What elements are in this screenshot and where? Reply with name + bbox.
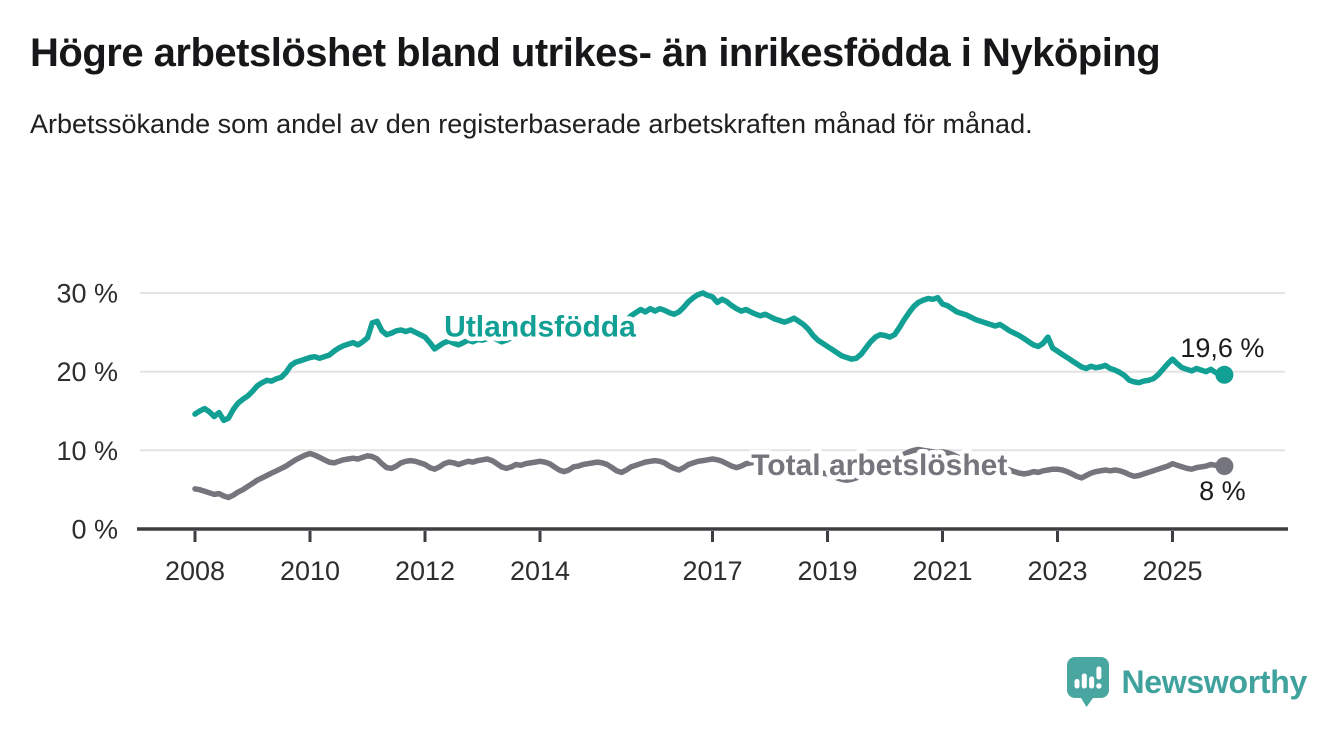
newsworthy-logo: Newsworthy	[1066, 656, 1308, 708]
x-tick-label: 2021	[912, 556, 972, 586]
x-tick-label: 2012	[395, 556, 455, 586]
x-tick-label: 2025	[1142, 556, 1202, 586]
x-tick-label: 2008	[165, 556, 225, 586]
series-line-utlandsfodda	[192, 290, 1224, 424]
chart-subtitle: Arbetssökande som andel av den registerb…	[30, 109, 1033, 139]
newsworthy-wordmark: Newsworthy	[1121, 663, 1308, 700]
unemployment-line-chart: 2008 2010 2012 2014 2017 2019 2021 2023 2025 0 % 1…	[56, 279, 1288, 586]
series-line-total	[192, 446, 1224, 501]
y-tick-label: 30 %	[56, 279, 118, 309]
y-tick-label: 0 %	[71, 515, 118, 545]
y-tick-label: 10 %	[56, 436, 118, 466]
chart-header: Högre arbetslöshet bland utrikes- än inr…	[30, 30, 1320, 143]
line-chart-area: 2008 2010 2012 2014 2017 2019 2021 2023 2025 0 % 1…	[0, 250, 1340, 595]
x-tick-label: 2010	[280, 556, 340, 586]
series-label-total: Total arbetslöshet	[751, 449, 1007, 482]
series-end-label-utlandsfodda: 19,6 %	[1180, 333, 1264, 363]
x-tick-label: 2014	[510, 556, 570, 586]
x-tick-label: 2019	[797, 556, 857, 586]
series-end-dot-utlandsfodda	[1215, 365, 1234, 384]
x-tick-label: 2023	[1027, 556, 1087, 586]
newsworthy-bubble-icon	[1066, 657, 1109, 707]
series-label-utlandsfodda: Utlandsfödda	[444, 310, 636, 343]
series-end-dot-total	[1215, 457, 1234, 476]
y-tick-label: 20 %	[56, 357, 118, 387]
x-tick-label: 2017	[682, 556, 742, 586]
series-end-label-total: 8 %	[1199, 476, 1246, 506]
chart-title: Högre arbetslöshet bland utrikes- än inr…	[30, 31, 1161, 75]
